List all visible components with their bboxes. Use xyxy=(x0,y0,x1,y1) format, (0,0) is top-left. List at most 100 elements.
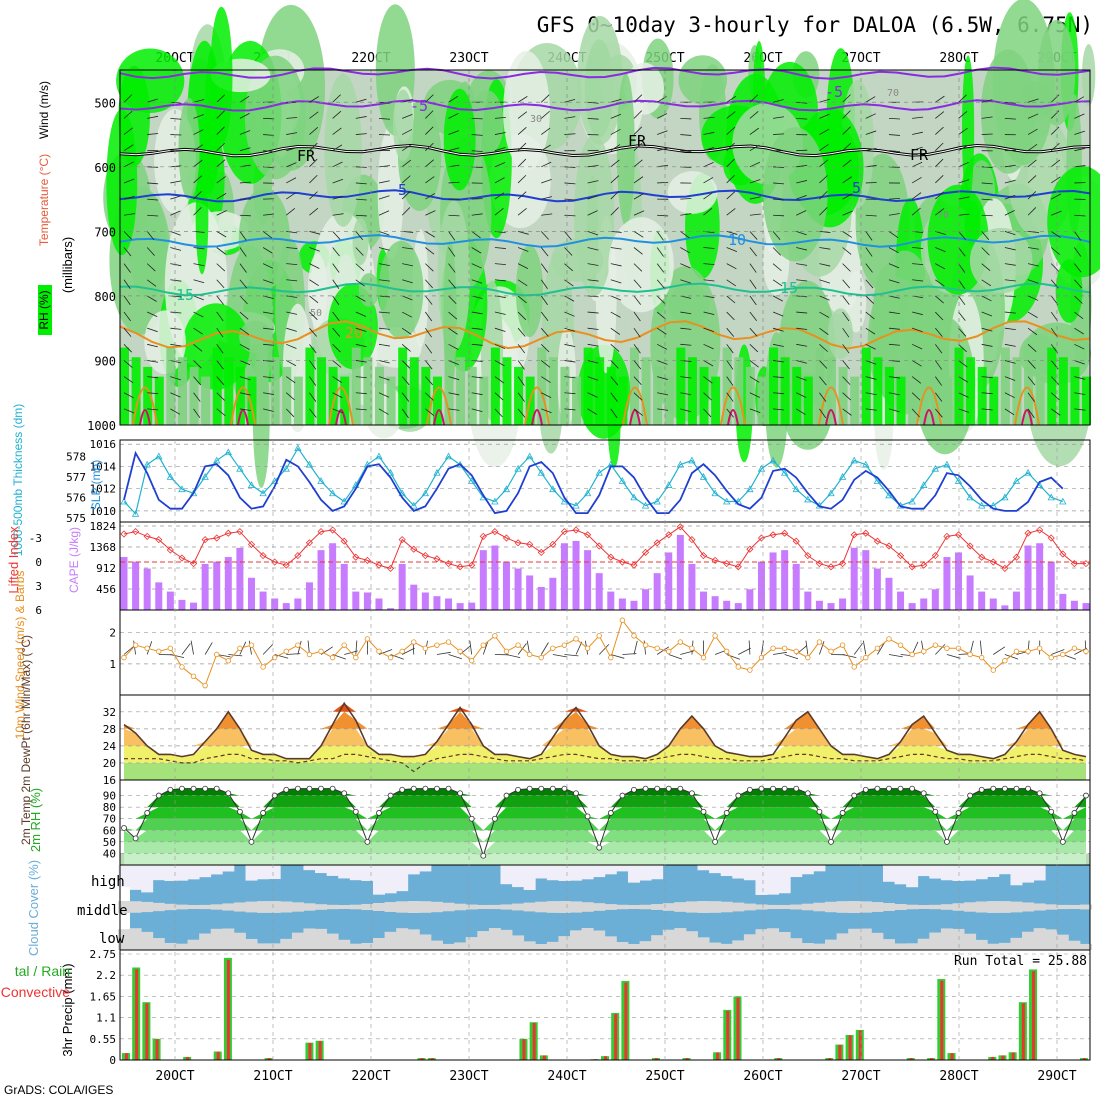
cloud-high xyxy=(303,865,315,870)
cape-bar xyxy=(630,601,637,610)
cloud-middle xyxy=(1045,904,1057,909)
cloud-low xyxy=(234,933,246,950)
cloud-high xyxy=(790,865,802,877)
cloud-low xyxy=(1034,928,1046,950)
cloud-high xyxy=(558,865,570,881)
cape-bar xyxy=(1048,562,1055,610)
cloud-middle xyxy=(466,905,478,910)
cloud-low xyxy=(130,928,142,950)
cloud-middle xyxy=(547,901,559,913)
rh-lowband xyxy=(873,357,882,425)
cloud-middle xyxy=(153,903,165,911)
wind-barb-10m xyxy=(576,642,582,655)
wind-barb-10m xyxy=(263,644,273,654)
y-tick-cape: 456 xyxy=(96,583,116,596)
precip-convective-bar xyxy=(319,1041,322,1060)
y-tick-precip: 0.55 xyxy=(90,1033,117,1046)
cloud-low xyxy=(941,928,953,950)
cape-bar xyxy=(804,592,811,610)
wind-barb-10m xyxy=(182,643,190,654)
cape-bar xyxy=(271,598,278,610)
cloud-middle xyxy=(512,904,524,911)
wind-point xyxy=(620,618,625,623)
wind-point xyxy=(284,649,289,654)
cloud-high xyxy=(755,865,767,895)
wind-barb-10m xyxy=(191,641,193,655)
wind-barb-10m xyxy=(170,655,184,658)
date-label-bottom: 20OCT xyxy=(155,1069,194,1084)
ylabel-temp: Temperature (°C) xyxy=(37,154,51,246)
cloud-high xyxy=(698,865,710,870)
date-label-bottom: 27OCT xyxy=(841,1069,880,1084)
wind-point xyxy=(458,649,463,654)
y-tick-rh: 70 xyxy=(103,813,116,826)
cape-bar xyxy=(260,592,267,610)
cape-bar xyxy=(364,593,371,611)
rh-point xyxy=(237,809,242,814)
cloud-high xyxy=(211,865,223,874)
rh-lowband xyxy=(190,367,199,425)
rh-lowband xyxy=(387,377,396,425)
wind-point xyxy=(968,652,973,657)
cloud-middle xyxy=(500,904,512,909)
legend-total-rain: tal / Rain xyxy=(15,963,70,979)
wind-point xyxy=(551,646,556,651)
cloud-high xyxy=(906,865,918,887)
cloud-low xyxy=(1068,941,1080,950)
wind-point xyxy=(261,665,266,670)
cape-bar xyxy=(758,562,765,610)
rh-lowband xyxy=(375,367,384,425)
rh-lowband xyxy=(653,367,662,425)
cape-bar xyxy=(294,598,301,610)
cape-bar xyxy=(121,557,128,610)
cloud-low xyxy=(999,943,1011,950)
cape-bar xyxy=(178,600,185,610)
rh-lowband xyxy=(514,367,523,425)
cloud-low xyxy=(1022,932,1034,950)
cape-bar xyxy=(503,562,510,610)
cloud-middle xyxy=(373,903,385,911)
wind-point xyxy=(863,655,868,660)
wind-point xyxy=(945,646,950,651)
cape-bar xyxy=(167,592,174,610)
rh-point xyxy=(353,809,358,814)
rh-point xyxy=(342,791,347,796)
rh-lowband xyxy=(502,357,511,425)
cape-bar xyxy=(793,564,800,610)
y-tick-precip: 2.75 xyxy=(90,948,117,961)
y-tick-rh: 90 xyxy=(103,790,116,803)
cape-bar xyxy=(144,569,151,610)
wind-point xyxy=(307,652,312,657)
wind-point xyxy=(342,643,347,648)
cape-bar xyxy=(132,562,139,610)
precip-convective-bar xyxy=(543,1055,546,1060)
cape-bar xyxy=(828,603,835,610)
rh-point xyxy=(400,787,405,792)
rh-lowband xyxy=(769,348,778,425)
cape-bar xyxy=(190,603,197,610)
cape-bar xyxy=(920,598,927,610)
cloud-low xyxy=(906,943,918,950)
contour-label: 15 xyxy=(780,279,798,297)
wind-barb-10m xyxy=(506,655,520,658)
wind-point xyxy=(898,643,903,648)
cloud-low xyxy=(1045,929,1057,950)
cloud-low xyxy=(709,943,721,950)
cloud-middle xyxy=(837,901,849,913)
cloud-high xyxy=(1010,865,1022,885)
ylabel-rh: RH (%) xyxy=(37,290,51,329)
cloud-low xyxy=(431,941,443,950)
wind-point xyxy=(133,643,138,648)
cloud-middle xyxy=(918,905,930,909)
wind-barb-10m xyxy=(205,642,212,654)
wind-point xyxy=(180,665,185,670)
rh-point xyxy=(168,787,173,792)
wind-point xyxy=(145,646,150,651)
rh-point xyxy=(423,786,428,791)
date-label-top: 28OCT xyxy=(939,51,978,66)
wind-barb-10m xyxy=(738,648,750,654)
wind-point xyxy=(690,646,695,651)
rh-lowband xyxy=(213,348,222,425)
